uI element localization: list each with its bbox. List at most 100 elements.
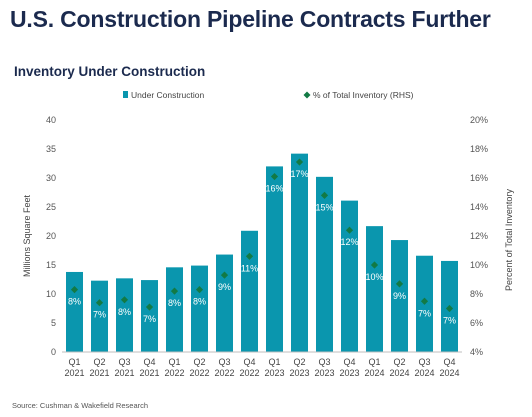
y-tick-label: 20 (46, 231, 56, 241)
y-right-axis-title: Percent of Total Inventory (504, 189, 514, 291)
y-right-tick-label: 6% (470, 318, 483, 328)
y-tick-label: 25 (46, 202, 56, 212)
legend-label-bars: Under Construction (131, 90, 205, 100)
x-tick-quarter: Q4 (143, 357, 155, 367)
x-tick-quarter: Q4 (343, 357, 355, 367)
y-axis-title: Millions Square Feet (22, 194, 32, 277)
x-tick-year: 2021 (139, 368, 159, 378)
page-title: U.S. Construction Pipeline Contracts Fur… (10, 6, 491, 32)
bar (241, 230, 258, 352)
pct-marker (270, 172, 279, 181)
pct-marker (220, 271, 229, 279)
x-tick-year: 2021 (64, 368, 84, 378)
x-tick-year: 2022 (189, 368, 209, 378)
x-tick-year: 2022 (239, 368, 259, 378)
bar (141, 280, 158, 352)
x-tick-quarter: Q1 (268, 357, 280, 367)
pct-marker (120, 296, 129, 304)
y-tick-label: 0 (51, 347, 56, 357)
pct-marker (295, 158, 304, 166)
bar-series (66, 153, 458, 352)
pct-data-label: 9% (218, 282, 231, 292)
y-right-tick-label: 18% (470, 144, 488, 154)
x-tick-year: 2023 (339, 368, 359, 378)
x-tick-quarter: Q3 (118, 357, 130, 367)
left-axis: 0 5 10 15 20 25 30 35 40 Millions Square Feet (22, 115, 56, 357)
pct-data-label: 8% (168, 298, 181, 308)
x-tick-year: 2022 (164, 368, 184, 378)
chart-subtitle: Inventory Under Construction (14, 64, 206, 79)
x-tick-quarter: Q4 (443, 357, 455, 367)
pct-marker (170, 287, 179, 295)
x-tick-year: 2023 (289, 368, 309, 378)
pct-marker (320, 191, 329, 199)
legend: Under Construction % of Total Inventory (… (123, 90, 414, 100)
pct-data-label: 8% (193, 297, 206, 307)
x-tick-year: 2021 (89, 368, 109, 378)
x-tick-year: 2024 (439, 368, 459, 378)
x-tick-quarter: Q3 (318, 357, 330, 367)
x-tick-quarter: Q4 (243, 357, 255, 367)
pct-data-label: 7% (443, 316, 456, 326)
x-tick-quarter: Q2 (93, 357, 105, 367)
pct-data-label: 8% (118, 307, 131, 317)
bar (366, 226, 383, 352)
y-tick-label: 35 (46, 144, 56, 154)
pct-data-label: 7% (418, 308, 431, 318)
pct-data-label: 10% (365, 272, 383, 282)
y-right-tick-label: 8% (470, 289, 483, 299)
pct-data-label: 15% (315, 202, 333, 212)
pct-data-label: 12% (340, 237, 358, 247)
source-note: Source: Cushman & Wakefield Research (12, 401, 149, 410)
pct-marker (420, 297, 429, 305)
pct-data-label: 16% (265, 184, 283, 194)
y-right-tick-label: 16% (470, 173, 488, 183)
y-right-tick-label: 4% (470, 347, 483, 357)
y-tick-label: 15 (46, 260, 56, 270)
x-tick-quarter: Q3 (218, 357, 230, 367)
bar (216, 254, 233, 352)
y-tick-label: 30 (46, 173, 56, 183)
bar (291, 153, 308, 352)
y-right-tick-label: 20% (470, 115, 488, 125)
pct-data-label: 8% (68, 297, 81, 307)
x-tick-quarter: Q1 (368, 357, 380, 367)
right-axis: 4% 6% 8% 10% 12% 14% 16% 18% 20% Percent of Total… (470, 115, 514, 357)
pct-marker (445, 304, 454, 313)
x-tick-year: 2021 (114, 368, 134, 378)
pct-data-label: 7% (143, 314, 156, 324)
x-tick-quarter: Q1 (168, 357, 180, 367)
pct-marker (195, 286, 204, 294)
pct-data-label: 11% (241, 263, 258, 273)
y-right-tick-label: 10% (470, 260, 488, 270)
x-tick-quarter: Q2 (193, 357, 205, 367)
bar (116, 278, 133, 352)
x-tick-quarter: Q3 (418, 357, 430, 367)
data-labels: 8% 7% 8% 7% 8% 8% 9% 11% 16% 17% 15% 12% 10% 9% 7% 7% (68, 169, 456, 325)
pct-data-label: 17% (290, 169, 308, 179)
pct-marker (370, 261, 379, 269)
x-tick-year: 2024 (364, 368, 384, 378)
pct-data-label: 9% (393, 291, 406, 301)
bar (391, 240, 408, 352)
pct-marker (245, 252, 254, 260)
pct-marker (145, 303, 154, 311)
x-tick-quarter: Q2 (393, 357, 405, 367)
pct-data-label: 7% (93, 310, 106, 320)
legend-marker-swatch (303, 91, 311, 99)
x-tick-year: 2024 (414, 368, 434, 378)
pct-marker (95, 299, 104, 307)
y-tick-label: 5 (51, 318, 56, 328)
x-tick-year: 2024 (389, 368, 409, 378)
x-tick-year: 2023 (264, 368, 284, 378)
x-tick-quarter: Q1 (68, 357, 80, 367)
y-right-tick-label: 12% (470, 231, 488, 241)
marker-series (70, 158, 454, 313)
pct-marker (345, 226, 354, 234)
bar (341, 200, 358, 352)
bar (191, 265, 208, 352)
y-right-tick-label: 14% (470, 202, 488, 212)
bar (266, 166, 283, 352)
x-tick-quarter: Q2 (293, 357, 305, 367)
